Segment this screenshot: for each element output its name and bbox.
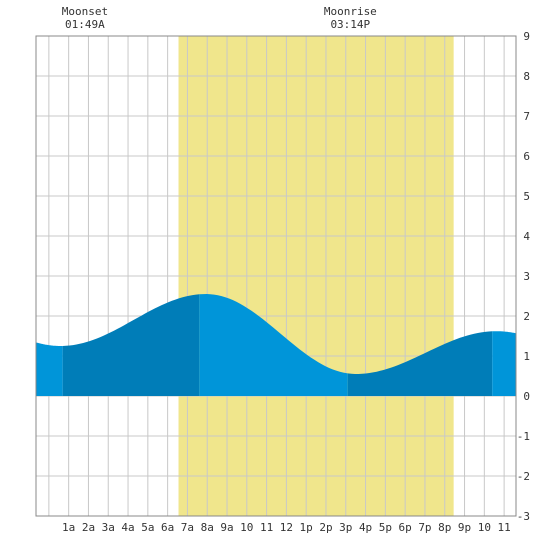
x-tick-label: 7a bbox=[181, 521, 194, 534]
tide-area-segment bbox=[62, 294, 200, 396]
x-tick-label: 11 bbox=[260, 521, 273, 534]
y-tick-label: 0 bbox=[523, 390, 530, 403]
x-tick-label: 9p bbox=[458, 521, 471, 534]
y-tick-label: 6 bbox=[523, 150, 530, 163]
x-tick-label: 3a bbox=[102, 521, 115, 534]
x-tick-label: 2a bbox=[82, 521, 95, 534]
x-tick-label: 2p bbox=[319, 521, 332, 534]
x-tick-label: 7p bbox=[418, 521, 431, 534]
x-tick-label: 8a bbox=[201, 521, 214, 534]
moon-event-time: 03:14P bbox=[330, 18, 370, 31]
x-tick-label: 3p bbox=[339, 521, 352, 534]
y-tick-label: -2 bbox=[517, 470, 530, 483]
tide-area-segment bbox=[36, 342, 63, 396]
x-tick-label: 1a bbox=[62, 521, 75, 534]
x-tick-label: 5a bbox=[141, 521, 154, 534]
x-tick-label: 5p bbox=[379, 521, 392, 534]
x-tick-label: 8p bbox=[438, 521, 451, 534]
x-tick-label: 11 bbox=[497, 521, 510, 534]
plot-frame bbox=[35, 35, 517, 517]
y-tick-label: 8 bbox=[523, 70, 530, 83]
y-tick-label: 1 bbox=[523, 350, 530, 363]
moon-event-label: Moonrise bbox=[324, 5, 377, 18]
y-tick-label: 9 bbox=[523, 30, 530, 43]
tide-area-segment bbox=[347, 331, 493, 396]
tide-area-segment bbox=[492, 331, 516, 396]
y-tick-label: -3 bbox=[517, 510, 530, 523]
x-tick-label: 10 bbox=[240, 521, 253, 534]
y-tick-label: 5 bbox=[523, 190, 530, 203]
y-tick-label: 4 bbox=[523, 230, 530, 243]
y-tick-label: 3 bbox=[523, 270, 530, 283]
moon-event-label: Moonset bbox=[62, 5, 108, 18]
tide-area-segment bbox=[199, 294, 348, 396]
y-tick-label: -1 bbox=[517, 430, 530, 443]
x-tick-label: 6a bbox=[161, 521, 174, 534]
y-tick-label: 7 bbox=[523, 110, 530, 123]
x-tick-label: 12 bbox=[280, 521, 293, 534]
x-tick-label: 4a bbox=[121, 521, 134, 534]
x-tick-label: 4p bbox=[359, 521, 372, 534]
x-tick-label: 9a bbox=[220, 521, 233, 534]
moon-event-time: 01:49A bbox=[65, 18, 105, 31]
x-tick-label: 10 bbox=[478, 521, 491, 534]
y-tick-label: 2 bbox=[523, 310, 530, 323]
x-tick-label: 6p bbox=[399, 521, 412, 534]
x-tick-label: 1p bbox=[300, 521, 313, 534]
